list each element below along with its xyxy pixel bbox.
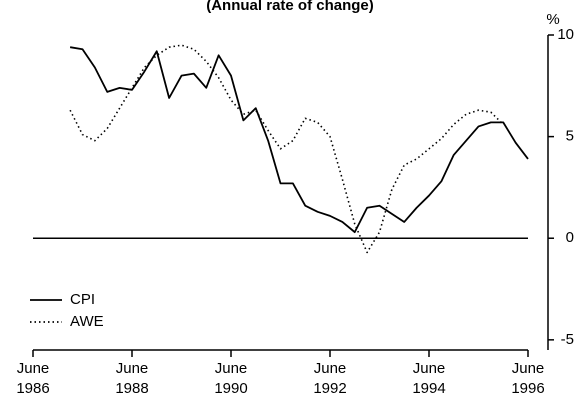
- y-tick-label: 10: [557, 26, 574, 43]
- chart-title: (Annual rate of change): [206, 0, 374, 14]
- x-tick-label: June 1990: [214, 360, 248, 397]
- y-unit: %: [546, 11, 559, 28]
- x-tick-label: June 1992: [313, 360, 347, 397]
- legend-label: AWE: [70, 313, 104, 330]
- y-tick-label: -5: [561, 331, 574, 348]
- x-tick-label: June 1996: [511, 360, 545, 397]
- y-tick-label: 5: [566, 128, 574, 145]
- legend-label: CPI: [70, 291, 95, 308]
- series-line: [69, 46, 529, 234]
- series-line: [69, 44, 504, 254]
- x-tick-label: June 1986: [16, 360, 50, 397]
- x-tick-label: June 1988: [115, 360, 149, 397]
- y-tick-label: 0: [566, 229, 574, 246]
- x-tick-label: June 1994: [412, 360, 446, 397]
